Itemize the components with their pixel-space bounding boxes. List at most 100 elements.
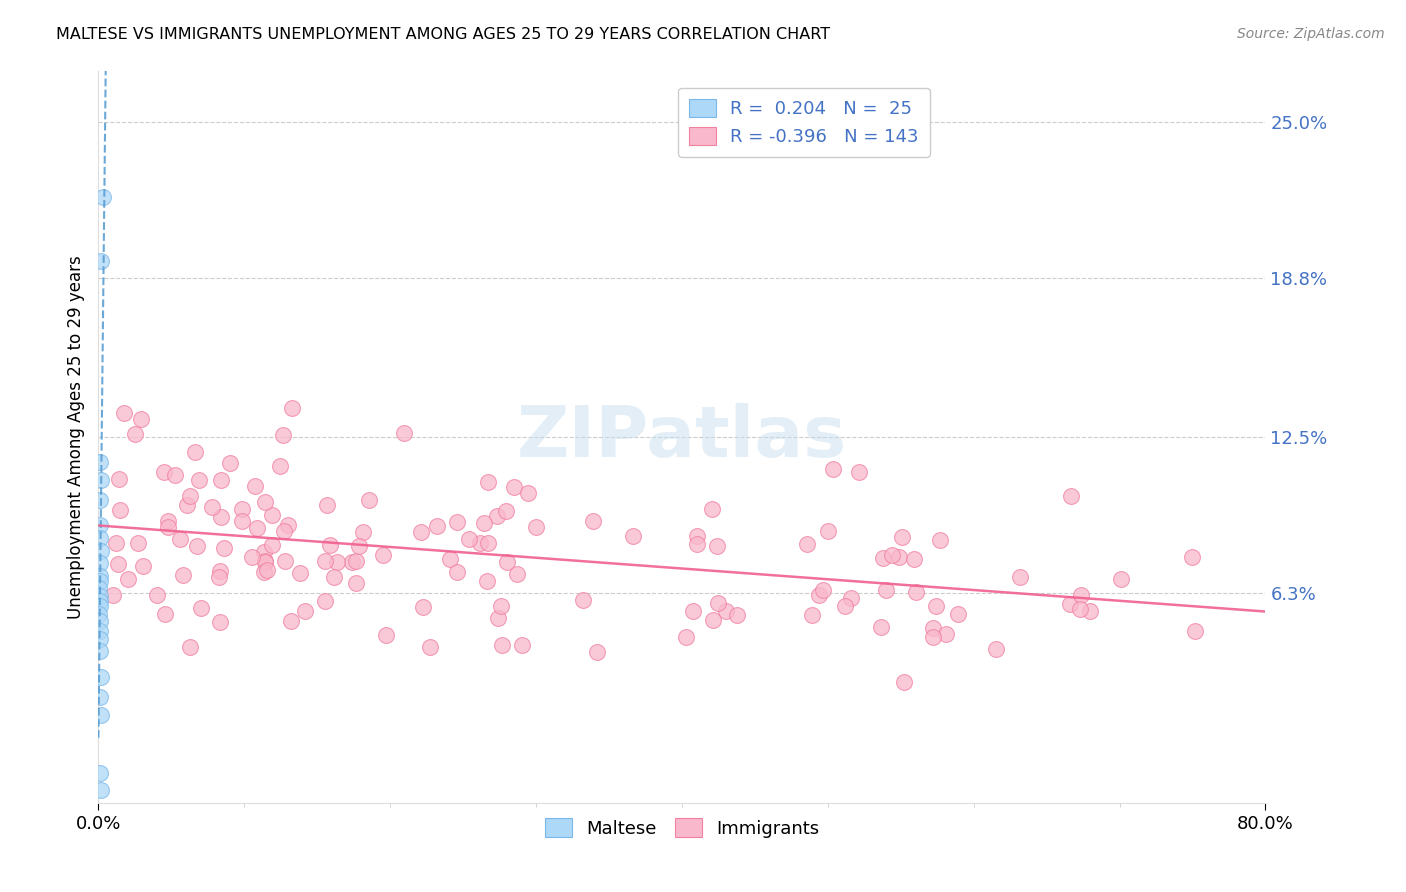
Point <box>446 565 468 579</box>
Point <box>273 524 295 539</box>
Point <box>872 551 894 566</box>
Point <box>280 614 302 628</box>
Point <box>409 525 432 540</box>
Point <box>516 485 538 500</box>
Text: MALTESE VS IMMIGRANTS UNEMPLOYMENT AMONG AGES 25 TO 29 YEARS CORRELATION CHART: MALTESE VS IMMIGRANTS UNEMPLOYMENT AMONG… <box>56 27 831 42</box>
Point <box>176 498 198 512</box>
Point <box>486 611 509 625</box>
Point <box>375 628 398 642</box>
Point <box>801 607 824 622</box>
Point <box>117 572 139 586</box>
Point <box>893 674 915 689</box>
Point <box>340 555 363 569</box>
Point <box>179 489 201 503</box>
Point <box>512 638 534 652</box>
Point <box>240 549 263 564</box>
Point <box>686 529 709 543</box>
Point <box>246 521 269 535</box>
Point <box>714 604 737 618</box>
Point <box>823 461 845 475</box>
Point <box>503 480 526 494</box>
Point <box>477 475 499 489</box>
Point <box>446 515 468 529</box>
Point <box>89 594 111 608</box>
Point <box>925 599 948 614</box>
Point <box>254 554 277 568</box>
Point <box>163 468 186 483</box>
Point <box>269 458 291 473</box>
Point <box>281 401 304 416</box>
Point <box>209 473 232 487</box>
Point <box>839 591 862 606</box>
Point <box>586 645 609 659</box>
Point <box>89 493 111 508</box>
Point <box>274 554 297 568</box>
Point <box>89 632 111 646</box>
Point <box>209 564 232 578</box>
Point <box>89 569 111 583</box>
Point <box>706 596 728 610</box>
Point <box>262 508 284 522</box>
Point <box>419 640 441 654</box>
Point <box>357 493 380 508</box>
Point <box>277 518 299 533</box>
Point <box>89 518 111 533</box>
Point <box>89 644 111 658</box>
Point <box>524 519 547 533</box>
Point <box>89 589 111 603</box>
Point <box>271 427 294 442</box>
Point <box>90 670 112 684</box>
Point <box>1069 602 1091 616</box>
Point <box>253 544 276 558</box>
Point <box>127 536 149 550</box>
Point <box>209 615 232 629</box>
Point <box>256 563 278 577</box>
Point <box>231 514 253 528</box>
Point <box>808 588 831 602</box>
Point <box>179 640 201 654</box>
Point <box>796 537 818 551</box>
Point <box>184 445 207 459</box>
Text: Source: ZipAtlas.com: Source: ZipAtlas.com <box>1237 27 1385 41</box>
Point <box>288 566 311 580</box>
Point <box>131 412 153 426</box>
Point <box>891 530 914 544</box>
Point <box>207 569 229 583</box>
Point <box>90 707 112 722</box>
Point <box>495 504 517 518</box>
Point <box>314 554 336 568</box>
Point <box>346 553 368 567</box>
Point <box>1184 624 1206 638</box>
Point <box>108 503 131 517</box>
Point <box>880 548 903 562</box>
Point <box>107 557 129 571</box>
Point <box>1181 549 1204 564</box>
Point <box>89 624 111 639</box>
Point <box>322 570 344 584</box>
Point <box>190 601 212 615</box>
Point <box>89 574 111 588</box>
Point <box>152 465 174 479</box>
Point <box>186 539 208 553</box>
Point <box>132 559 155 574</box>
Point <box>495 555 517 569</box>
Point <box>458 532 481 546</box>
Point <box>984 642 1007 657</box>
Point <box>935 627 957 641</box>
Point <box>89 765 111 780</box>
Point <box>91 190 114 204</box>
Point <box>489 599 512 613</box>
Point <box>254 555 277 569</box>
Point <box>90 253 112 268</box>
Point <box>1109 572 1132 586</box>
Point <box>201 500 224 514</box>
Point <box>725 608 748 623</box>
Y-axis label: Unemployment Among Ages 25 to 29 years: Unemployment Among Ages 25 to 29 years <box>66 255 84 619</box>
Point <box>371 549 394 563</box>
Point <box>922 630 945 644</box>
Point <box>426 519 449 533</box>
Point <box>294 604 316 618</box>
Point <box>344 576 367 591</box>
Point <box>253 495 276 509</box>
Point <box>105 536 128 550</box>
